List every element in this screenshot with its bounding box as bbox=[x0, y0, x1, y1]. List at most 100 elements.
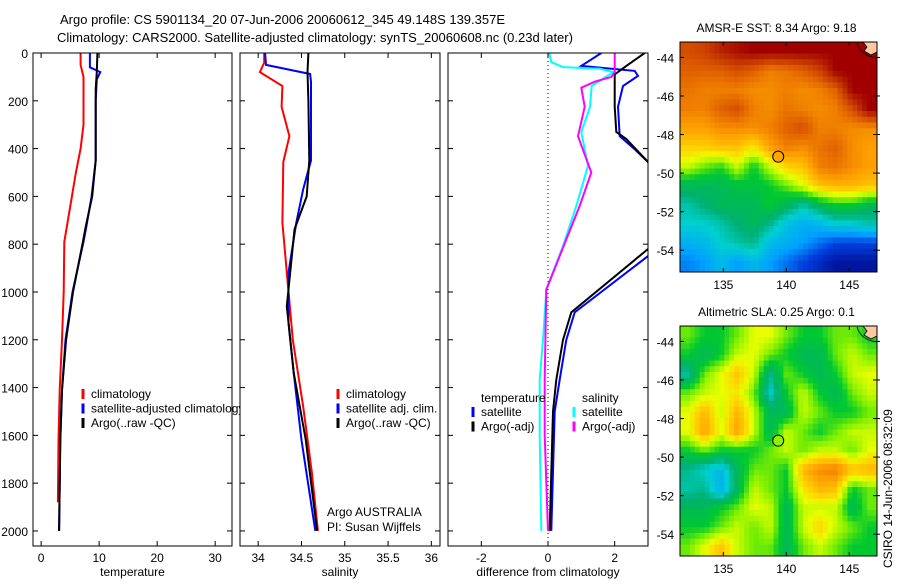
heat-cell bbox=[788, 174, 794, 181]
heat-cell bbox=[793, 208, 799, 215]
heat-cell bbox=[812, 331, 819, 338]
heat-cell bbox=[798, 197, 804, 204]
heat-cell bbox=[832, 180, 838, 187]
heat-cell bbox=[748, 70, 755, 77]
heat-cell bbox=[684, 366, 691, 373]
heat-cell bbox=[783, 429, 789, 436]
heat-cell bbox=[852, 389, 858, 396]
heat-cell bbox=[768, 82, 774, 89]
heat-cell bbox=[817, 446, 824, 453]
heat-cell bbox=[793, 214, 799, 221]
heat-cell bbox=[803, 389, 809, 396]
heat-cell bbox=[827, 88, 834, 95]
heat-cell bbox=[842, 372, 848, 379]
heat-cell bbox=[714, 122, 720, 129]
heat-cell bbox=[803, 423, 809, 430]
heat-cell bbox=[812, 383, 819, 390]
heat-cell bbox=[803, 254, 809, 261]
heat-cell bbox=[867, 197, 873, 204]
heat-cell bbox=[768, 544, 774, 551]
heat-cell bbox=[739, 406, 745, 413]
heat-cell bbox=[748, 538, 755, 545]
heat-cell bbox=[812, 492, 819, 499]
legend-label: Argo(-adj) bbox=[481, 420, 534, 434]
heat-cell bbox=[847, 111, 853, 118]
heat-cell bbox=[689, 128, 696, 135]
heat-cell bbox=[744, 360, 750, 367]
heat-cell bbox=[694, 423, 701, 430]
heat-cell bbox=[852, 157, 858, 164]
heat-cell bbox=[827, 354, 834, 361]
heat-cell bbox=[872, 88, 878, 95]
heat-cell bbox=[729, 331, 735, 338]
heat-cell bbox=[758, 266, 765, 273]
heat-cell bbox=[709, 533, 715, 540]
heat-cell bbox=[768, 116, 774, 123]
heat-cell bbox=[832, 88, 838, 95]
heat-cell bbox=[704, 429, 710, 436]
heat-cell bbox=[788, 93, 794, 100]
heat-cell bbox=[744, 116, 750, 123]
heat-cell bbox=[689, 266, 696, 273]
heat-cell bbox=[803, 243, 809, 250]
heat-cell bbox=[719, 418, 725, 425]
heat-cell bbox=[852, 481, 858, 488]
heat-cell bbox=[704, 475, 710, 482]
heat-cell bbox=[783, 99, 789, 106]
heat-cell bbox=[827, 492, 834, 499]
heat-cell bbox=[694, 372, 701, 379]
heat-cell bbox=[798, 487, 804, 494]
heat-cell bbox=[689, 475, 696, 482]
heat-cell bbox=[872, 203, 878, 210]
heat-cell bbox=[842, 377, 848, 384]
heat-cell bbox=[857, 429, 863, 436]
heat-cell bbox=[724, 70, 730, 77]
heat-cell bbox=[832, 59, 838, 66]
heat-cell bbox=[783, 475, 789, 482]
heat-cell bbox=[768, 111, 774, 118]
heat-cell bbox=[827, 475, 834, 482]
heat-cell bbox=[748, 343, 755, 350]
heat-cell bbox=[748, 76, 755, 83]
heat-cell bbox=[822, 498, 829, 505]
heat-cell bbox=[748, 550, 755, 557]
heat-cell bbox=[689, 197, 696, 204]
heat-cell bbox=[847, 168, 853, 175]
heat-cell bbox=[734, 487, 740, 494]
heat-cell bbox=[694, 504, 701, 511]
heat-cell bbox=[768, 157, 774, 164]
heat-cell bbox=[847, 226, 853, 233]
heat-cell bbox=[867, 446, 873, 453]
heat-cell bbox=[837, 266, 843, 273]
heat-cell bbox=[852, 406, 858, 413]
legend-label: satellite bbox=[481, 405, 522, 419]
heat-cell bbox=[684, 538, 691, 545]
heat-cell bbox=[680, 139, 686, 146]
series-line-argo-raw-qc- bbox=[58, 53, 99, 531]
heat-cell bbox=[748, 260, 755, 267]
heat-cell bbox=[803, 469, 809, 476]
heat-cell bbox=[798, 70, 804, 77]
plot-background bbox=[240, 53, 440, 546]
heat-cell bbox=[709, 157, 715, 164]
heat-cell bbox=[798, 389, 804, 396]
y-tick-label: 400 bbox=[8, 143, 28, 157]
heat-cell bbox=[763, 400, 770, 407]
map-frame bbox=[679, 325, 878, 557]
heat-cell bbox=[744, 469, 750, 476]
heat-cell bbox=[867, 435, 873, 442]
heat-cell bbox=[847, 53, 853, 60]
heat-cell bbox=[729, 220, 735, 227]
heat-cell bbox=[852, 550, 858, 557]
heat-cell bbox=[758, 360, 765, 367]
heat-cell bbox=[714, 452, 720, 459]
heat-cell bbox=[739, 231, 745, 238]
heat-cell bbox=[704, 389, 710, 396]
heat-cell bbox=[734, 538, 740, 545]
heat-cell bbox=[719, 174, 725, 181]
heat-cell bbox=[734, 527, 740, 534]
heat-cell bbox=[778, 354, 784, 361]
heat-cell bbox=[817, 168, 824, 175]
heat-cell bbox=[684, 197, 691, 204]
heat-cell bbox=[699, 538, 706, 545]
